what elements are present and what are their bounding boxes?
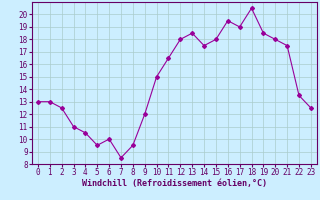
X-axis label: Windchill (Refroidissement éolien,°C): Windchill (Refroidissement éolien,°C) (82, 179, 267, 188)
